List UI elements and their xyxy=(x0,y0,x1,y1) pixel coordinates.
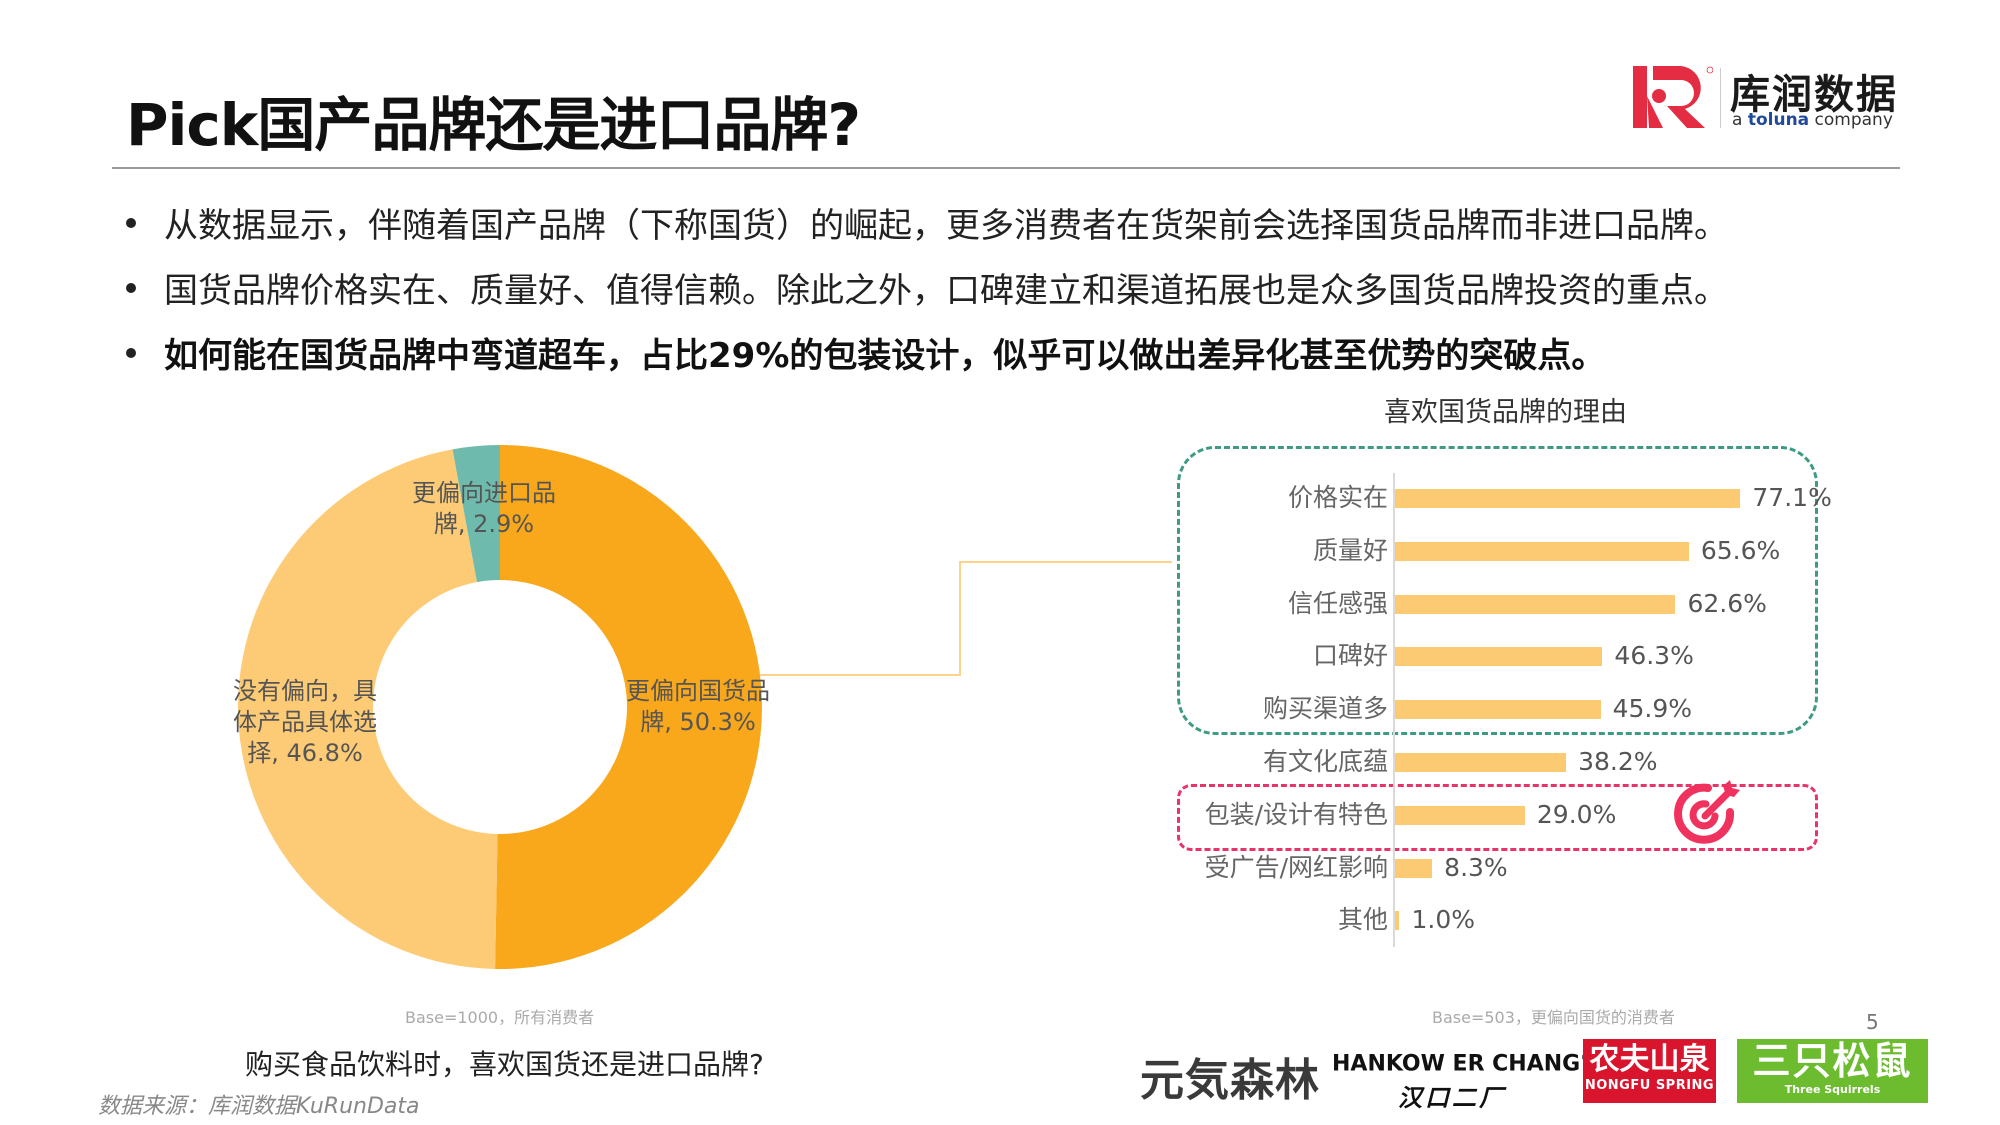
bar-label: 购买渠道多 xyxy=(1262,694,1388,724)
bar-row: 其他 1.0% xyxy=(1100,900,1900,940)
bar-value: 29.0% xyxy=(1536,799,1617,829)
donut-slice-import xyxy=(452,445,500,583)
bar-chart-title: 喜欢国货品牌的理由 xyxy=(1384,397,1627,428)
brand-logo-three-squirrels: 三只松鼠 Three Squirrels xyxy=(1737,1039,1928,1103)
title-divider xyxy=(112,167,1900,169)
bullet-text: 国货品牌价格实在、质量好、值得信赖。除此之外，口碑建立和渠道拓展也是众多国货品牌… xyxy=(164,271,1728,311)
donut-slice-domestic xyxy=(495,445,762,969)
kurun-logo-icon xyxy=(1633,66,1713,128)
donut-label-domestic: 更偏向国货品 牌, 50.3% xyxy=(626,677,770,736)
donut-question: 购买食品饮料时，喜欢国货还是进口品牌? xyxy=(245,1048,764,1081)
donut-base-note: Base=1000，所有消费者 xyxy=(405,1008,595,1027)
bar-value: 77.1% xyxy=(1752,483,1832,512)
bar-row: 购买渠道多 45.9% xyxy=(1100,689,1900,729)
logo-divider xyxy=(1720,68,1721,128)
bar xyxy=(1395,805,1525,825)
bar-row: 包装/设计有特色 29.0% xyxy=(1100,795,1900,835)
page-number: 5 xyxy=(1866,1010,1879,1034)
donut-chart xyxy=(237,445,762,969)
bar-label: 价格实在 xyxy=(1287,483,1388,512)
bar-value: 46.3% xyxy=(1614,641,1694,671)
bar-value: 65.6% xyxy=(1700,535,1781,565)
bullet-list: 从数据显示，伴随着国产品牌（下称国货）的崛起，更多消费者在货架前会选择国货品牌而… xyxy=(124,190,1944,385)
bar-row: 有文化底蕴 38.2% xyxy=(1100,742,1900,782)
bar xyxy=(1395,911,1400,931)
bullet-dot-icon xyxy=(126,282,136,293)
bar xyxy=(1395,753,1567,772)
bar-row: 口碑好 46.3% xyxy=(1100,636,1900,676)
bar-row: 受广告/网红影响 8.3% xyxy=(1100,848,1900,888)
bullet-text: 从数据显示，伴随着国产品牌（下称国货）的崛起，更多消费者在货架前会选择国货品牌而… xyxy=(164,206,1728,246)
target-icon xyxy=(1674,780,1740,844)
bar-value: 62.6% xyxy=(1687,588,1767,618)
logo-text-cn: 库润数据 xyxy=(1730,72,1898,118)
bar-value: 8.3% xyxy=(1444,852,1508,882)
bar-row: 价格实在 77.1% xyxy=(1100,478,1900,518)
bar-value: 45.9% xyxy=(1612,694,1693,724)
bar-value: 1.0% xyxy=(1411,905,1475,935)
bar xyxy=(1395,594,1676,614)
bullet-item: 国货品牌价格实在、质量好、值得信赖。除此之外，口碑建立和渠道拓展也是众多国货品牌… xyxy=(124,255,1944,320)
bar-row: 质量好 65.6% xyxy=(1100,531,1900,571)
bullet-dot-icon xyxy=(126,347,136,358)
logo-text-en: a toluna company xyxy=(1732,110,1893,130)
brand-logo-hankow: HANKOW ER CHANG® 汉口二厂 xyxy=(1332,1050,1594,1113)
highlight-box-top5 xyxy=(1177,446,1818,735)
bar xyxy=(1395,858,1433,878)
donut-slice-neutral xyxy=(237,449,498,969)
highlight-box-packaging xyxy=(1177,784,1818,851)
data-source: 数据来源：库润数据KuRunData xyxy=(98,1094,420,1119)
bar-axis xyxy=(1393,473,1395,947)
bar-label: 包装/设计有特色 xyxy=(1204,799,1388,829)
donut-label-import: 更偏向进口品 牌, 2.9% xyxy=(412,479,556,538)
bullet-item-highlight: 如何能在国货品牌中弯道超车，占比29%的包装设计，似乎可以做出差异化甚至优势的突… xyxy=(124,320,1944,385)
bullet-item: 从数据显示，伴随着国产品牌（下称国货）的崛起，更多消费者在货架前会选择国货品牌而… xyxy=(124,190,1944,255)
bar xyxy=(1395,700,1601,720)
page-title: Pick国产品牌还是进口品牌? xyxy=(126,91,861,159)
bar-label: 其他 xyxy=(1337,905,1388,935)
bar-label: 口碑好 xyxy=(1312,641,1388,671)
brand-logo-yuanqi: 元気森林 xyxy=(1140,1055,1320,1106)
bar xyxy=(1395,647,1603,667)
donut-label-neutral: 没有偏向，具 体产品具体选 择, 46.8% xyxy=(233,677,377,767)
bar-label: 受广告/网红影响 xyxy=(1204,852,1388,882)
bar-label: 有文化底蕴 xyxy=(1262,747,1388,776)
bar-value: 38.2% xyxy=(1578,747,1658,776)
bar-row: 信任感强 62.6% xyxy=(1100,584,1900,624)
bar xyxy=(1395,541,1689,561)
bar-label: 质量好 xyxy=(1312,535,1388,565)
bar xyxy=(1395,489,1741,508)
bullet-dot-icon xyxy=(126,217,136,228)
brand-logo-nongfu: 农夫山泉 NONGFU SPRING xyxy=(1583,1039,1716,1103)
bar-base-note: Base=503，更偏向国货的消费者 xyxy=(1432,1008,1675,1027)
bullet-text: 如何能在国货品牌中弯道超车，占比29%的包装设计，似乎可以做出差异化甚至优势的突… xyxy=(164,336,1606,376)
bar-label: 信任感强 xyxy=(1287,588,1388,618)
